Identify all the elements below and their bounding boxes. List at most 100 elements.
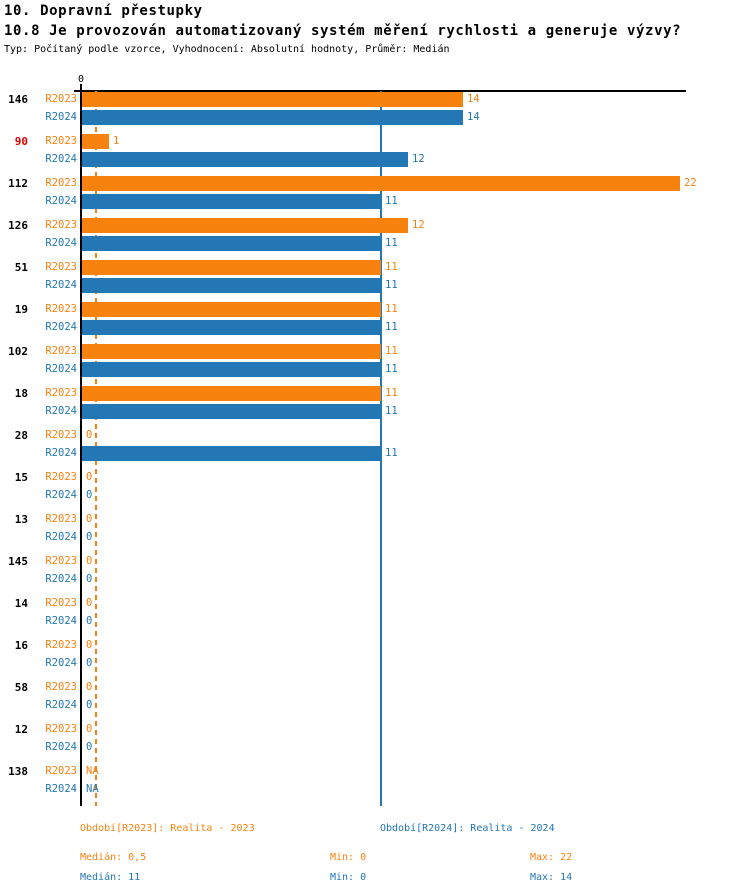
bar-r2024 [82, 404, 381, 419]
bar-r2024 [82, 194, 381, 209]
value-label-r2024: 0 [86, 573, 93, 585]
row-id-label: 16 [14, 639, 28, 652]
value-label-r2023: 11 [385, 303, 398, 315]
row-id-label: 14 [14, 597, 28, 610]
bar-r2024 [82, 236, 381, 251]
value-label-r2024: 11 [385, 237, 398, 249]
row-id-label: 51 [14, 261, 28, 274]
value-label-r2024: 0 [86, 657, 93, 669]
bar-r2023 [82, 302, 381, 317]
value-label-r2024: 11 [385, 279, 398, 291]
stat-r2023-max: Max: 22 [530, 852, 573, 863]
series-label-r2023: R2023 [45, 429, 77, 441]
bar-r2023 [82, 92, 463, 107]
series-label-r2023: R2023 [45, 681, 77, 693]
series-label-r2023: R2023 [45, 555, 77, 567]
series-label-r2023: R2023 [45, 471, 77, 483]
value-label-r2024: 0 [86, 699, 93, 711]
y-axis-line [80, 84, 82, 806]
series-label-r2024: R2024 [45, 699, 77, 711]
series-label-r2024: R2024 [45, 783, 77, 795]
bar-r2024 [82, 362, 381, 377]
series-label-r2024: R2024 [45, 279, 77, 291]
series-label-r2024: R2024 [45, 405, 77, 417]
value-label-r2023: 0 [86, 681, 93, 693]
series-label-r2024: R2024 [45, 657, 77, 669]
row-id-label: 58 [14, 681, 28, 694]
row-id-label: 138 [8, 765, 28, 778]
series-label-r2024: R2024 [45, 741, 77, 753]
row-id-label: 18 [14, 387, 28, 400]
bar-r2024 [82, 278, 381, 293]
row-id-label: 15 [14, 471, 28, 484]
series-label-r2023: R2023 [45, 177, 77, 189]
value-label-r2024: NA [86, 783, 99, 795]
series-label-r2024: R2024 [45, 195, 77, 207]
series-label-r2024: R2024 [45, 111, 77, 123]
x-axis-zero-tick-label: 0 [77, 74, 85, 85]
series-label-r2023: R2023 [45, 261, 77, 273]
bar-r2023 [82, 218, 408, 233]
chart-question-subtitle: 10.8 Je provozován automatizovaný systém… [4, 23, 682, 39]
series-label-r2024: R2024 [45, 573, 77, 585]
series-label-r2023: R2023 [45, 303, 77, 315]
row-id-label: 145 [8, 555, 28, 568]
series-label-r2024: R2024 [45, 489, 77, 501]
value-label-r2023: 1 [113, 135, 120, 147]
stat-r2023-median: Medián: 0,5 [80, 852, 147, 863]
value-label-r2024: 0 [86, 615, 93, 627]
value-label-r2024: 0 [86, 489, 93, 501]
series-label-r2024: R2024 [45, 615, 77, 627]
value-label-r2024: 11 [385, 447, 398, 459]
series-label-r2024: R2024 [45, 447, 77, 459]
legend-r2023-period: Období[R2023]: Realita - 2023 [80, 823, 255, 834]
value-label-r2023: 12 [412, 219, 425, 231]
value-label-r2023: 0 [86, 429, 93, 441]
row-id-label: 126 [8, 219, 28, 232]
row-id-label: 102 [8, 345, 28, 358]
bar-r2024 [82, 152, 408, 167]
value-label-r2024: 11 [385, 195, 398, 207]
row-id-label: 112 [8, 177, 28, 190]
value-label-r2023: 22 [684, 177, 697, 189]
value-label-r2023: 0 [86, 639, 93, 651]
legend-r2024-period: Období[R2024]: Realita - 2024 [380, 823, 555, 834]
value-label-r2024: 11 [385, 405, 398, 417]
bar-r2023 [82, 386, 381, 401]
bar-r2023 [82, 260, 381, 275]
median-line-r2024 [380, 91, 382, 806]
stat-r2024-min: Min: 0 [330, 872, 367, 883]
value-label-r2023: 14 [467, 93, 480, 105]
bar-r2023 [82, 344, 381, 359]
row-id-label: 19 [14, 303, 28, 316]
row-id-label: 146 [8, 93, 28, 106]
value-label-r2023: 11 [385, 387, 398, 399]
series-label-r2023: R2023 [45, 639, 77, 651]
series-label-r2023: R2023 [45, 765, 77, 777]
series-label-r2023: R2023 [45, 345, 77, 357]
row-id-label: 12 [14, 723, 28, 736]
series-label-r2024: R2024 [45, 237, 77, 249]
series-label-r2024: R2024 [45, 531, 77, 543]
series-label-r2023: R2023 [45, 513, 77, 525]
value-label-r2024: 11 [385, 363, 398, 375]
series-label-r2023: R2023 [45, 135, 77, 147]
value-label-r2023: 0 [86, 513, 93, 525]
value-label-r2024: 14 [467, 111, 480, 123]
value-label-r2024: 11 [385, 321, 398, 333]
stat-r2023-min: Min: 0 [330, 852, 367, 863]
value-label-r2024: 0 [86, 531, 93, 543]
bar-r2023 [82, 134, 109, 149]
stat-r2024-median: Medián: 11 [80, 872, 141, 883]
series-label-r2023: R2023 [45, 93, 77, 105]
value-label-r2023: 0 [86, 471, 93, 483]
series-label-r2024: R2024 [45, 321, 77, 333]
value-label-r2023: 11 [385, 261, 398, 273]
series-label-r2023: R2023 [45, 219, 77, 231]
bar-r2024 [82, 446, 381, 461]
page-title: 10. Dopravní přestupky [4, 3, 203, 19]
row-id-label: 13 [14, 513, 28, 526]
value-label-r2024: 0 [86, 741, 93, 753]
